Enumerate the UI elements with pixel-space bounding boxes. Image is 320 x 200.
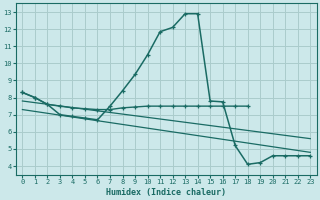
X-axis label: Humidex (Indice chaleur): Humidex (Indice chaleur) [106, 188, 226, 197]
